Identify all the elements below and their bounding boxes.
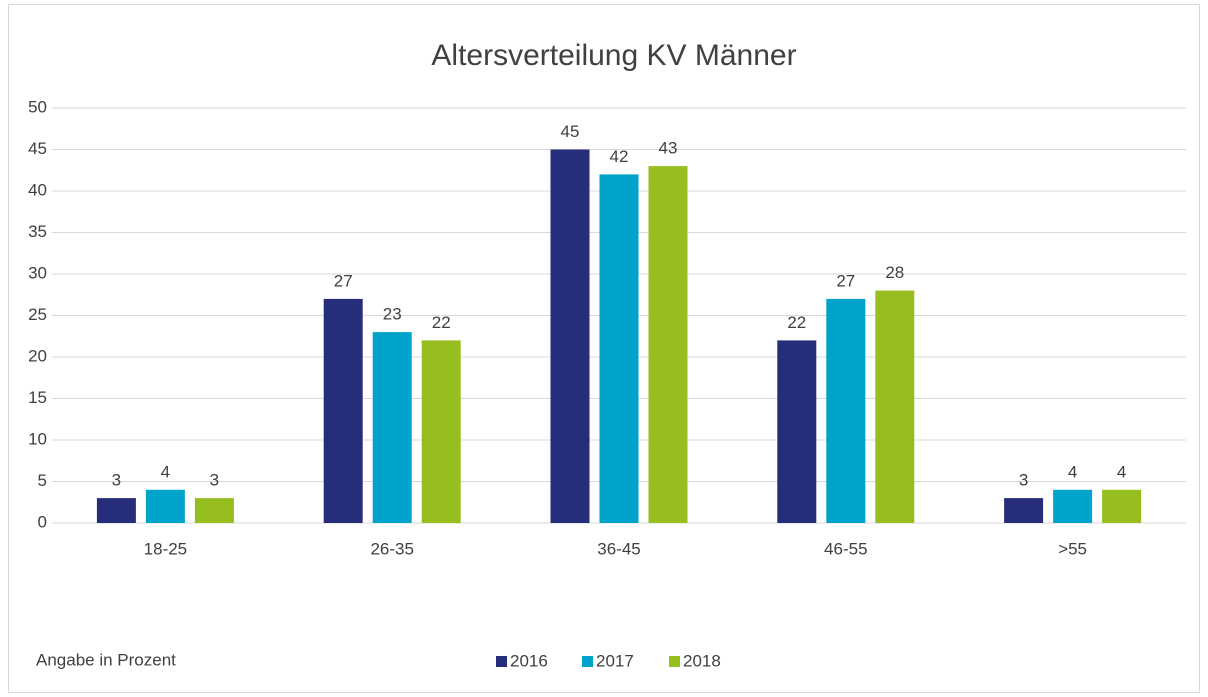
x-tick-label: 46-55 bbox=[824, 539, 867, 558]
bar bbox=[372, 332, 412, 523]
data-label: 4 bbox=[1117, 462, 1126, 481]
data-label: 3 bbox=[1019, 471, 1028, 490]
y-tick-label: 45 bbox=[28, 139, 47, 158]
y-tick-label: 10 bbox=[28, 429, 47, 448]
x-tick-label: 26-35 bbox=[370, 539, 413, 558]
data-label: 4 bbox=[161, 462, 170, 481]
legend-swatch bbox=[669, 656, 680, 667]
y-tick-label: 25 bbox=[28, 305, 47, 324]
data-label: 3 bbox=[210, 471, 219, 490]
y-tick-label: 50 bbox=[28, 97, 47, 116]
data-label: 3 bbox=[112, 471, 121, 490]
legend-swatch bbox=[496, 656, 507, 667]
bar bbox=[777, 340, 817, 523]
y-tick-label: 20 bbox=[28, 346, 47, 365]
y-tick-label: 30 bbox=[28, 263, 47, 282]
y-tick-label: 15 bbox=[28, 388, 47, 407]
bar bbox=[875, 290, 915, 523]
bar bbox=[421, 340, 461, 523]
data-label: 4 bbox=[1068, 462, 1077, 481]
data-label: 22 bbox=[787, 313, 806, 332]
x-tick-label: 36-45 bbox=[597, 539, 640, 558]
x-tick-label: 18-25 bbox=[144, 539, 187, 558]
data-label: 43 bbox=[659, 139, 678, 158]
bar bbox=[96, 498, 136, 523]
bar bbox=[1102, 489, 1142, 523]
y-tick-label: 5 bbox=[38, 471, 47, 490]
legend-label: 2016 bbox=[510, 651, 548, 670]
legend-label: 2018 bbox=[683, 651, 721, 670]
bar bbox=[1053, 489, 1093, 523]
bar bbox=[826, 298, 866, 523]
y-tick-label: 40 bbox=[28, 180, 47, 199]
y-tick-label: 35 bbox=[28, 222, 47, 241]
data-label: 27 bbox=[334, 271, 353, 290]
chart-title: Altersverteilung KV Männer bbox=[431, 39, 796, 72]
bar bbox=[550, 149, 590, 523]
legend-swatch bbox=[582, 656, 593, 667]
bar bbox=[145, 489, 185, 523]
bar bbox=[194, 498, 234, 523]
data-label: 28 bbox=[885, 263, 904, 282]
bar bbox=[599, 174, 639, 523]
data-label: 42 bbox=[610, 147, 629, 166]
y-tick-label: 0 bbox=[38, 512, 47, 531]
bar bbox=[648, 166, 688, 523]
data-label: 45 bbox=[561, 122, 580, 141]
legend-label: 2017 bbox=[596, 651, 634, 670]
x-tick-label: >55 bbox=[1058, 539, 1087, 558]
data-label: 22 bbox=[432, 313, 451, 332]
bar bbox=[323, 298, 363, 523]
data-label: 23 bbox=[383, 305, 402, 324]
annotation: Angabe in Prozent bbox=[36, 650, 176, 669]
bar bbox=[1004, 498, 1044, 523]
data-label: 27 bbox=[836, 271, 855, 290]
